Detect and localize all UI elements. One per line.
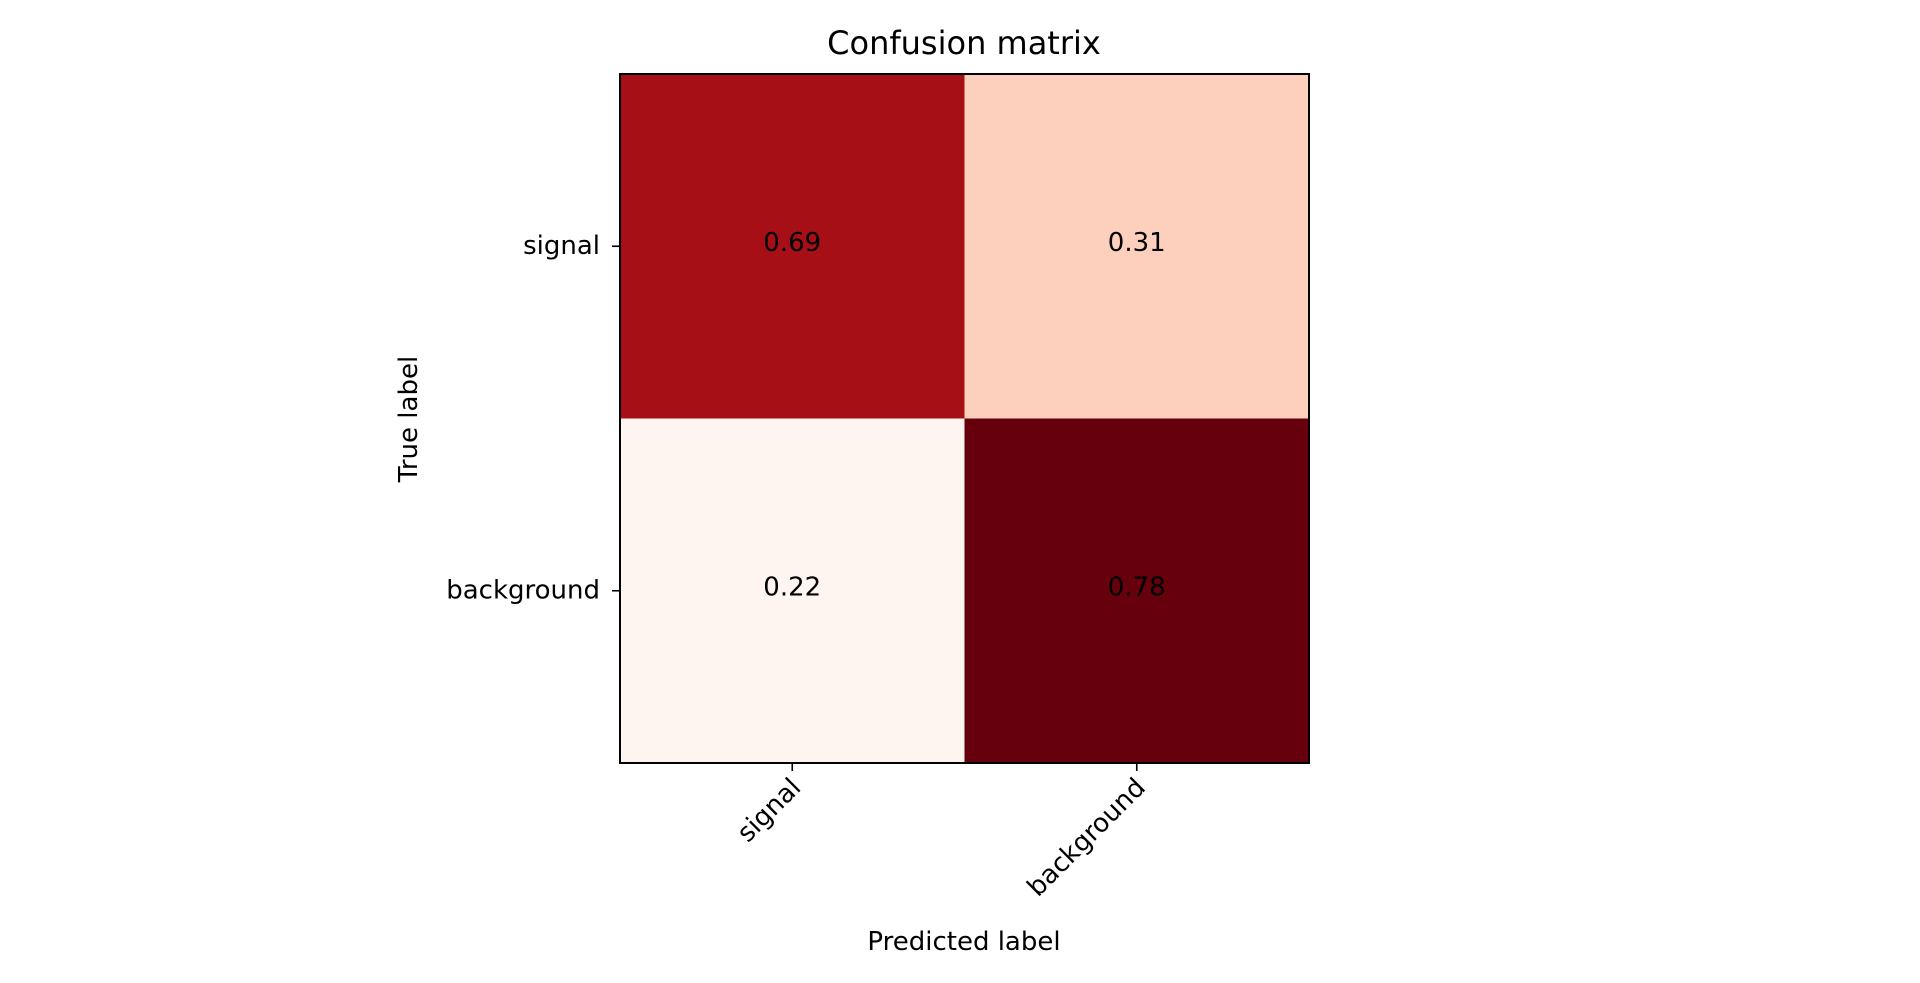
heatmap-cell [620,74,965,419]
heatmap-cell [964,74,1309,419]
y-tick-label: background [446,575,600,605]
heatmap-cell [620,418,965,763]
x-axis-ticks: signal background [732,763,1152,903]
heatmap-cells [620,74,1309,763]
y-axis-label: True label [394,356,424,483]
chart-title: Confusion matrix [827,24,1101,62]
heatmap-cell [964,418,1309,763]
cell-value-label: 0.69 [763,228,821,258]
cell-value-label: 0.78 [1108,572,1166,602]
y-tick-label: signal [523,231,600,261]
plot-frame [619,73,1310,764]
cell-value-labels: 0.69 0.31 0.22 0.78 [763,228,1165,603]
y-axis-ticks: signal background [446,231,620,605]
cell-value-label: 0.31 [1108,228,1166,258]
cell-value-label: 0.22 [763,572,821,602]
x-tick-label: background [1022,773,1152,903]
x-tick-label: signal [732,773,808,849]
x-axis-label: Predicted label [867,927,1060,957]
